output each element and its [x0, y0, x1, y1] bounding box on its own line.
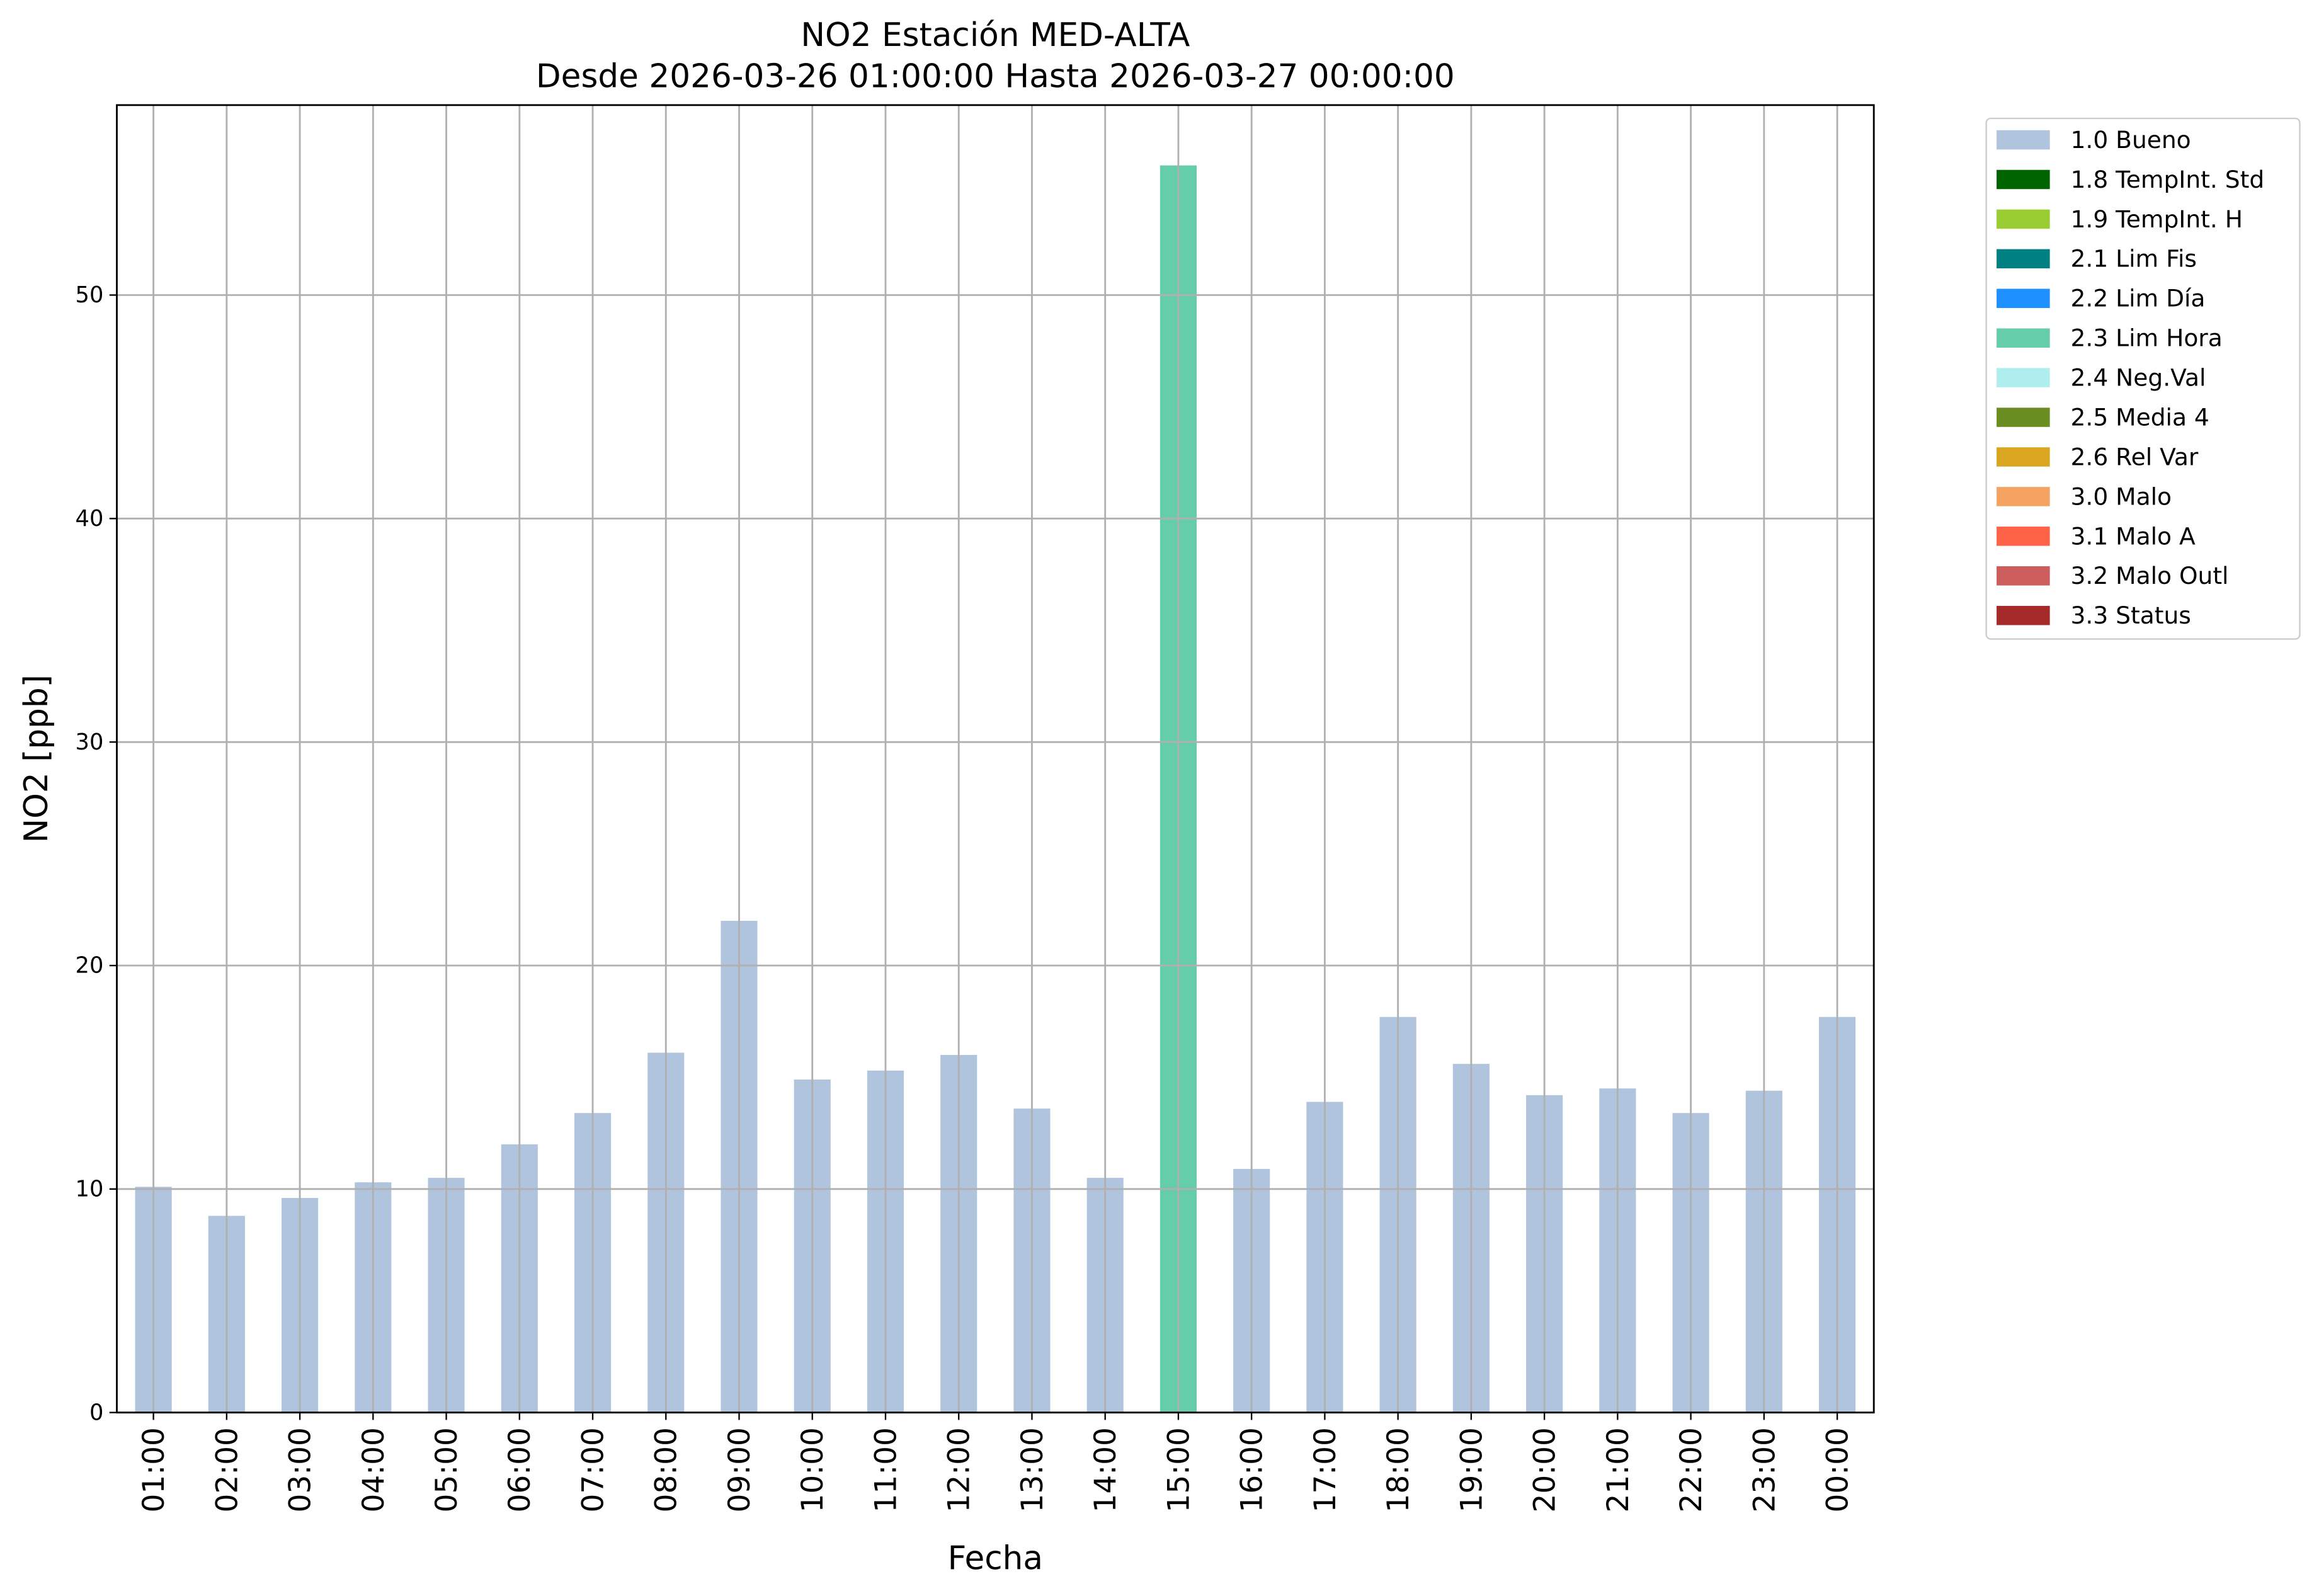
- legend-swatch: [1997, 328, 2050, 348]
- x-axis-label: Fecha: [948, 1540, 1043, 1578]
- legend-label: 2.6 Rel Var: [2071, 443, 2199, 470]
- x-tick-label: 11:00: [869, 1427, 903, 1512]
- legend-label: 2.3 Lim Hora: [2071, 324, 2223, 352]
- legend-swatch: [1997, 408, 2050, 427]
- x-tick-label: 01:00: [137, 1427, 171, 1512]
- legend-label: 2.1 Lim Fis: [2071, 245, 2197, 273]
- x-tick-label: 21:00: [1601, 1427, 1636, 1512]
- legend-label: 1.8 TempInt. Std: [2071, 166, 2265, 193]
- legend-label: 1.9 TempInt. H: [2071, 205, 2243, 233]
- x-tick-label: 05:00: [430, 1427, 464, 1512]
- legend-label: 3.0 Malo: [2071, 482, 2172, 510]
- y-tick-label: 20: [76, 953, 104, 979]
- y-tick-label: 0: [89, 1399, 103, 1425]
- legend-label: 2.2 Lim Día: [2071, 285, 2206, 312]
- x-tick-label: 16:00: [1235, 1427, 1270, 1512]
- legend-swatch: [1997, 566, 2050, 586]
- x-tick-label: 08:00: [649, 1427, 684, 1512]
- x-tick-label: 19:00: [1454, 1427, 1489, 1512]
- x-tick-label: 06:00: [503, 1427, 537, 1512]
- y-tick-label: 10: [76, 1177, 104, 1202]
- x-tick-label: 02:00: [210, 1427, 244, 1512]
- x-tick-label: 18:00: [1381, 1427, 1416, 1512]
- x-tick-label: 00:00: [1821, 1427, 1855, 1512]
- x-tick-label: 12:00: [942, 1427, 977, 1512]
- legend-swatch: [1997, 249, 2050, 269]
- chart-subtitle: Desde 2026-03-26 01:00:00 Hasta 2026-03-…: [536, 58, 1455, 96]
- x-tick-label: 14:00: [1088, 1427, 1123, 1512]
- legend-swatch: [1997, 447, 2050, 467]
- legend-label: 2.4 Neg.Val: [2071, 364, 2206, 392]
- legend-label: 2.5 Media 4: [2071, 403, 2209, 431]
- x-tick-label: 10:00: [795, 1427, 830, 1512]
- y-tick-label: 50: [76, 282, 104, 308]
- x-tick-label: 09:00: [722, 1427, 757, 1512]
- chart-title: NO2 Estación MED-ALTA: [801, 16, 1190, 54]
- legend-swatch: [1997, 368, 2050, 387]
- x-tick-label: 04:00: [356, 1427, 391, 1512]
- y-tick-label: 40: [76, 506, 104, 532]
- y-axis-label: NO2 [ppb]: [18, 675, 55, 843]
- legend-box: [1985, 117, 2301, 640]
- legend-swatch: [1997, 209, 2050, 229]
- legend-label: 3.3 Status: [2071, 601, 2191, 629]
- legend-label: 3.2 Malo Outl: [2071, 562, 2229, 590]
- x-tick-label: 15:00: [1161, 1427, 1196, 1512]
- x-tick-label: 23:00: [1747, 1427, 1782, 1512]
- legend-swatch: [1997, 487, 2050, 506]
- x-tick-label: 20:00: [1528, 1427, 1563, 1512]
- x-tick-label: 22:00: [1674, 1427, 1709, 1512]
- x-tick-label: 03:00: [283, 1427, 318, 1512]
- y-tick-label: 30: [76, 729, 104, 755]
- legend-swatch: [1997, 527, 2050, 546]
- x-tick-label: 07:00: [576, 1427, 610, 1512]
- x-tick-label: 13:00: [1015, 1427, 1050, 1512]
- legend-swatch: [1997, 605, 2050, 625]
- x-tick-label: 17:00: [1308, 1427, 1343, 1512]
- legend-label: 3.1 Malo A: [2071, 522, 2196, 550]
- plot-frame: [116, 104, 1875, 1414]
- legend-swatch: [1997, 130, 2050, 150]
- legend-label: 1.0 Bueno: [2071, 126, 2191, 154]
- legend-swatch: [1997, 288, 2050, 309]
- legend-swatch: [1997, 169, 2050, 190]
